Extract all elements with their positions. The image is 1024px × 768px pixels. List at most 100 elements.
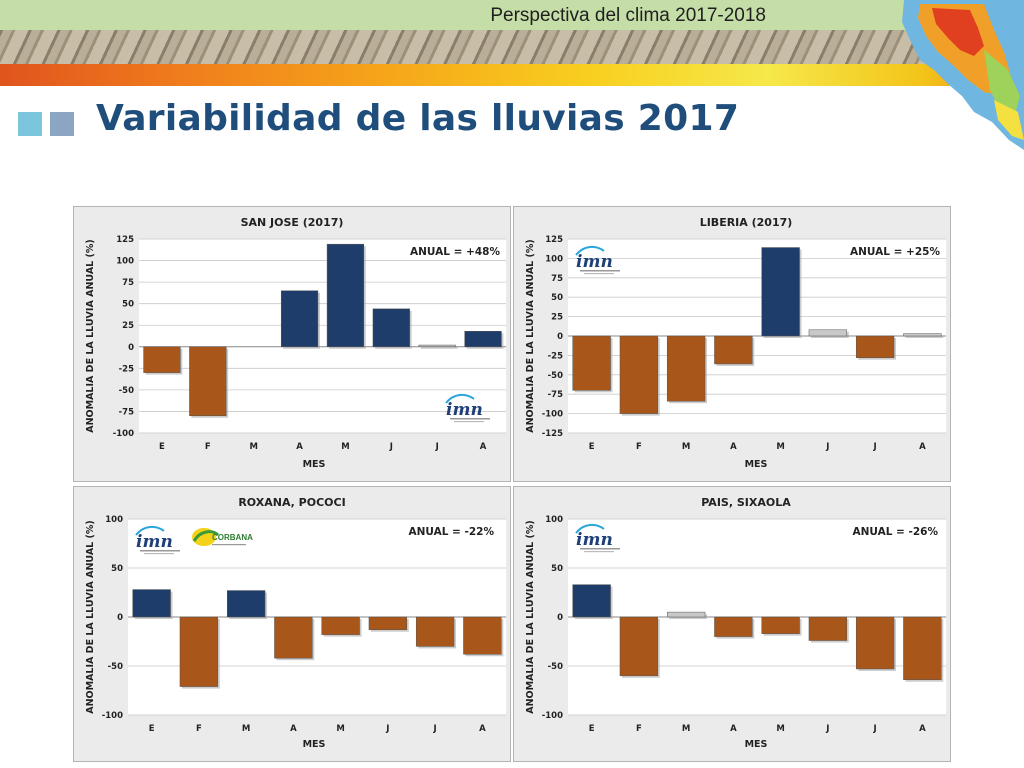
x-tick-label: F bbox=[636, 442, 642, 452]
bar-3 bbox=[666, 335, 706, 402]
bar-8 bbox=[903, 616, 942, 680]
bar-7 bbox=[415, 616, 455, 647]
x-tick-label: J bbox=[435, 442, 439, 452]
bar-8 bbox=[903, 333, 942, 337]
bar-3 bbox=[226, 590, 266, 618]
bar-6 bbox=[808, 329, 848, 337]
y-tick-label: 25 bbox=[551, 313, 563, 323]
costa-rica-map-image bbox=[902, 0, 1024, 150]
y-tick-label: 100 bbox=[545, 515, 563, 525]
x-tick-label: J bbox=[389, 442, 393, 452]
bar-5 bbox=[326, 243, 365, 348]
chart-title: SAN JOSE (2017) bbox=[241, 216, 344, 229]
x-tick-label: J bbox=[385, 724, 389, 734]
bar-1 bbox=[143, 346, 181, 373]
annual-anomaly-label: ANUAL = -26% bbox=[852, 526, 938, 538]
title-square-dark bbox=[50, 112, 74, 136]
bar-7 bbox=[418, 344, 456, 348]
bar-1 bbox=[572, 335, 611, 391]
bar-2 bbox=[179, 616, 219, 687]
svg-text:imn: imn bbox=[136, 532, 173, 552]
header-heat-map-strip bbox=[0, 64, 1024, 86]
bar-4 bbox=[280, 290, 319, 348]
chart-panel-pais-sixaola: 100 50 0 -50 -100 E F M A M J J A PAIS, SIXAOLA ANU… bbox=[513, 486, 951, 762]
x-axis-label: MES bbox=[303, 739, 326, 750]
annual-anomaly-label: ANUAL = +48% bbox=[410, 246, 500, 258]
svg-text:imn: imn bbox=[446, 400, 483, 420]
y-tick-label: 0 bbox=[557, 613, 563, 623]
y-tick-label: 25 bbox=[122, 321, 134, 331]
x-tick-label: A bbox=[296, 442, 303, 452]
svg-text:CORBANA: CORBANA bbox=[212, 533, 253, 542]
y-tick-label: -50 bbox=[108, 662, 123, 672]
x-tick-label: A bbox=[919, 442, 926, 452]
y-tick-label: -125 bbox=[542, 429, 563, 439]
y-tick-label: 50 bbox=[551, 564, 563, 574]
y-tick-label: -100 bbox=[542, 410, 563, 420]
bar-6 bbox=[808, 616, 848, 641]
x-tick-label: A bbox=[479, 724, 486, 734]
y-axis-label: ANOMALIA DE LA LLUVIA ANUAL (%) bbox=[525, 239, 536, 433]
bar-8 bbox=[463, 616, 502, 655]
bar-1 bbox=[132, 589, 171, 618]
x-tick-label: F bbox=[636, 724, 642, 734]
bar-8 bbox=[464, 331, 502, 348]
imn-logo: imn bbox=[575, 523, 620, 553]
y-tick-label: -100 bbox=[113, 429, 134, 439]
y-tick-label: 50 bbox=[111, 564, 123, 574]
imn-logo: imn bbox=[575, 245, 620, 275]
bar-4 bbox=[714, 335, 753, 365]
bar-7 bbox=[855, 616, 895, 670]
y-tick-label: 0 bbox=[117, 613, 123, 623]
x-axis-label: MES bbox=[745, 739, 768, 750]
chart-title: PAIS, SIXAOLA bbox=[701, 496, 791, 509]
y-axis-label: ANOMALIA DE LA LLUVIA ANUAL (%) bbox=[525, 520, 536, 714]
chart-san-jose: 125 100 75 50 25 0 -25 -50 -75 -100 E F M A M J J A SAN … bbox=[85, 216, 506, 470]
x-axis-label: MES bbox=[303, 459, 326, 470]
x-tick-label: A bbox=[730, 442, 737, 452]
y-tick-label: 125 bbox=[545, 235, 563, 245]
x-tick-label: F bbox=[205, 442, 211, 452]
bar-4 bbox=[274, 616, 313, 659]
y-tick-label: 100 bbox=[105, 515, 123, 525]
bar-5 bbox=[761, 616, 800, 634]
chart-title: LIBERIA (2017) bbox=[700, 216, 793, 229]
y-tick-label: 100 bbox=[545, 254, 563, 264]
x-tick-label: J bbox=[433, 724, 437, 734]
x-tick-label: J bbox=[825, 724, 829, 734]
x-tick-label: A bbox=[730, 724, 737, 734]
bar-2 bbox=[189, 346, 227, 417]
y-tick-label: -50 bbox=[548, 662, 563, 672]
x-tick-label: M bbox=[682, 442, 690, 452]
chart-panel-san-jose: 125 100 75 50 25 0 -25 -50 -75 -100 E F M A M J J A SAN … bbox=[73, 206, 511, 482]
x-tick-label: E bbox=[589, 442, 595, 452]
bar-2 bbox=[619, 335, 659, 414]
y-axis-label: ANOMALIA DE LA LLUVIA ANUAL (%) bbox=[85, 520, 96, 714]
y-tick-label: 75 bbox=[551, 274, 563, 284]
svg-text:imn: imn bbox=[576, 252, 613, 272]
imn-logo: imn bbox=[445, 393, 490, 423]
bar-5 bbox=[761, 247, 800, 337]
chart-panel-roxana-pococi: 100 50 0 -50 -100 E F M A M J J A ROXANA, POCOCI AN… bbox=[73, 486, 511, 762]
x-tick-label: M bbox=[249, 442, 257, 452]
header-banner: Perspectiva del clima 2017-2018 bbox=[0, 0, 1024, 86]
bar-6 bbox=[372, 308, 410, 348]
x-tick-label: M bbox=[776, 724, 784, 734]
svg-text:imn: imn bbox=[576, 530, 613, 550]
chart-roxana-pococi: 100 50 0 -50 -100 E F M A M J J A ROXANA, POCOCI AN… bbox=[85, 496, 506, 750]
x-tick-label: M bbox=[336, 724, 344, 734]
y-tick-label: 50 bbox=[122, 300, 134, 310]
corbana-logo: CORBANA bbox=[192, 528, 253, 546]
x-tick-label: M bbox=[776, 442, 784, 452]
chart-pais-sixaola: 100 50 0 -50 -100 E F M A M J J A PAIS, SIXAOLA ANU… bbox=[525, 496, 946, 750]
x-tick-label: M bbox=[242, 724, 250, 734]
bar-3 bbox=[666, 611, 706, 618]
x-tick-label: J bbox=[873, 724, 877, 734]
x-tick-label: M bbox=[682, 724, 690, 734]
x-tick-label: J bbox=[873, 442, 877, 452]
y-tick-label: -75 bbox=[548, 390, 563, 400]
bar-1 bbox=[572, 584, 611, 618]
x-tick-label: E bbox=[149, 724, 155, 734]
